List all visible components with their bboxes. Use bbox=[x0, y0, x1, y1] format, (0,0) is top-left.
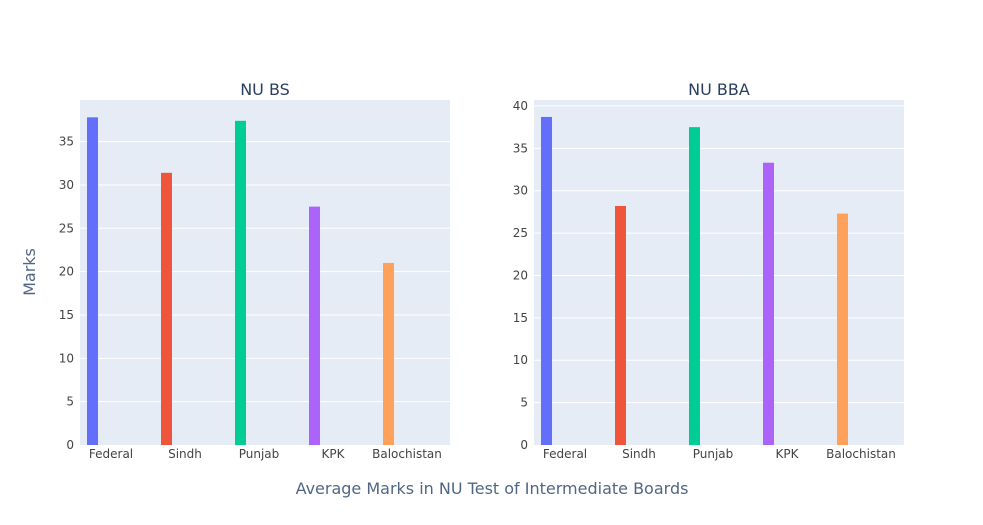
x-tick-label: Sindh bbox=[622, 447, 656, 461]
x-tick-label: Balochistan bbox=[826, 447, 896, 461]
y-tick-label: 25 bbox=[513, 226, 528, 240]
subplot-title: NU BS bbox=[240, 80, 290, 99]
y-tick-label: 20 bbox=[59, 265, 74, 279]
y-tick-label: 15 bbox=[59, 308, 74, 322]
bar-balochistan[interactable] bbox=[383, 262, 394, 445]
x-tick-label: Punjab bbox=[693, 447, 734, 461]
y-tick-label: 15 bbox=[513, 311, 528, 325]
bar-federal[interactable] bbox=[87, 117, 98, 446]
y-tick-label: 5 bbox=[66, 395, 74, 409]
subplot-nu-bs: 0 5 10 15 20 25 30 35 Federal Sindh Punjab KPK Baloc… bbox=[59, 80, 450, 461]
bar-balochistan[interactable] bbox=[837, 213, 848, 445]
bar-sindh[interactable] bbox=[615, 205, 626, 445]
y-tick-label: 5 bbox=[520, 396, 528, 410]
y-tick-label: 0 bbox=[66, 438, 74, 452]
x-tick-label: Federal bbox=[89, 447, 133, 461]
plot-background bbox=[534, 100, 904, 445]
x-tick-label: Sindh bbox=[168, 447, 202, 461]
y-tick-label: 0 bbox=[520, 438, 528, 452]
bar-sindh[interactable] bbox=[161, 172, 172, 445]
x-tick-label: Punjab bbox=[239, 447, 280, 461]
x-axis-title: Average Marks in NU Test of Intermediate… bbox=[296, 479, 689, 498]
subplot-nu-bba: 0 5 10 15 20 25 30 35 40 Federal Sindh Punjab KPK Bal… bbox=[513, 80, 904, 461]
y-tick-label: 40 bbox=[513, 99, 528, 113]
y-tick-label: 30 bbox=[59, 178, 74, 192]
y-tick-label: 20 bbox=[513, 268, 528, 282]
subplot-title: NU BBA bbox=[688, 80, 750, 99]
bar-punjab[interactable] bbox=[235, 120, 246, 446]
y-tick-label: 25 bbox=[59, 221, 74, 235]
x-tick-label: Federal bbox=[543, 447, 587, 461]
y-tick-label: 35 bbox=[513, 141, 528, 155]
plot-background bbox=[80, 100, 450, 445]
y-tick-label: 10 bbox=[59, 351, 74, 365]
x-tick-label: KPK bbox=[776, 447, 800, 461]
x-tick-label: Balochistan bbox=[372, 447, 442, 461]
y-tick-label: 35 bbox=[59, 135, 74, 149]
x-tick-label: KPK bbox=[322, 447, 346, 461]
bar-kpk[interactable] bbox=[309, 206, 320, 445]
y-tick-label: 30 bbox=[513, 184, 528, 198]
bar-kpk[interactable] bbox=[763, 162, 774, 445]
bar-punjab[interactable] bbox=[689, 127, 700, 445]
y-tick-label: 10 bbox=[513, 353, 528, 367]
y-axis-title: Marks bbox=[20, 248, 39, 296]
bar-federal[interactable] bbox=[541, 116, 552, 446]
